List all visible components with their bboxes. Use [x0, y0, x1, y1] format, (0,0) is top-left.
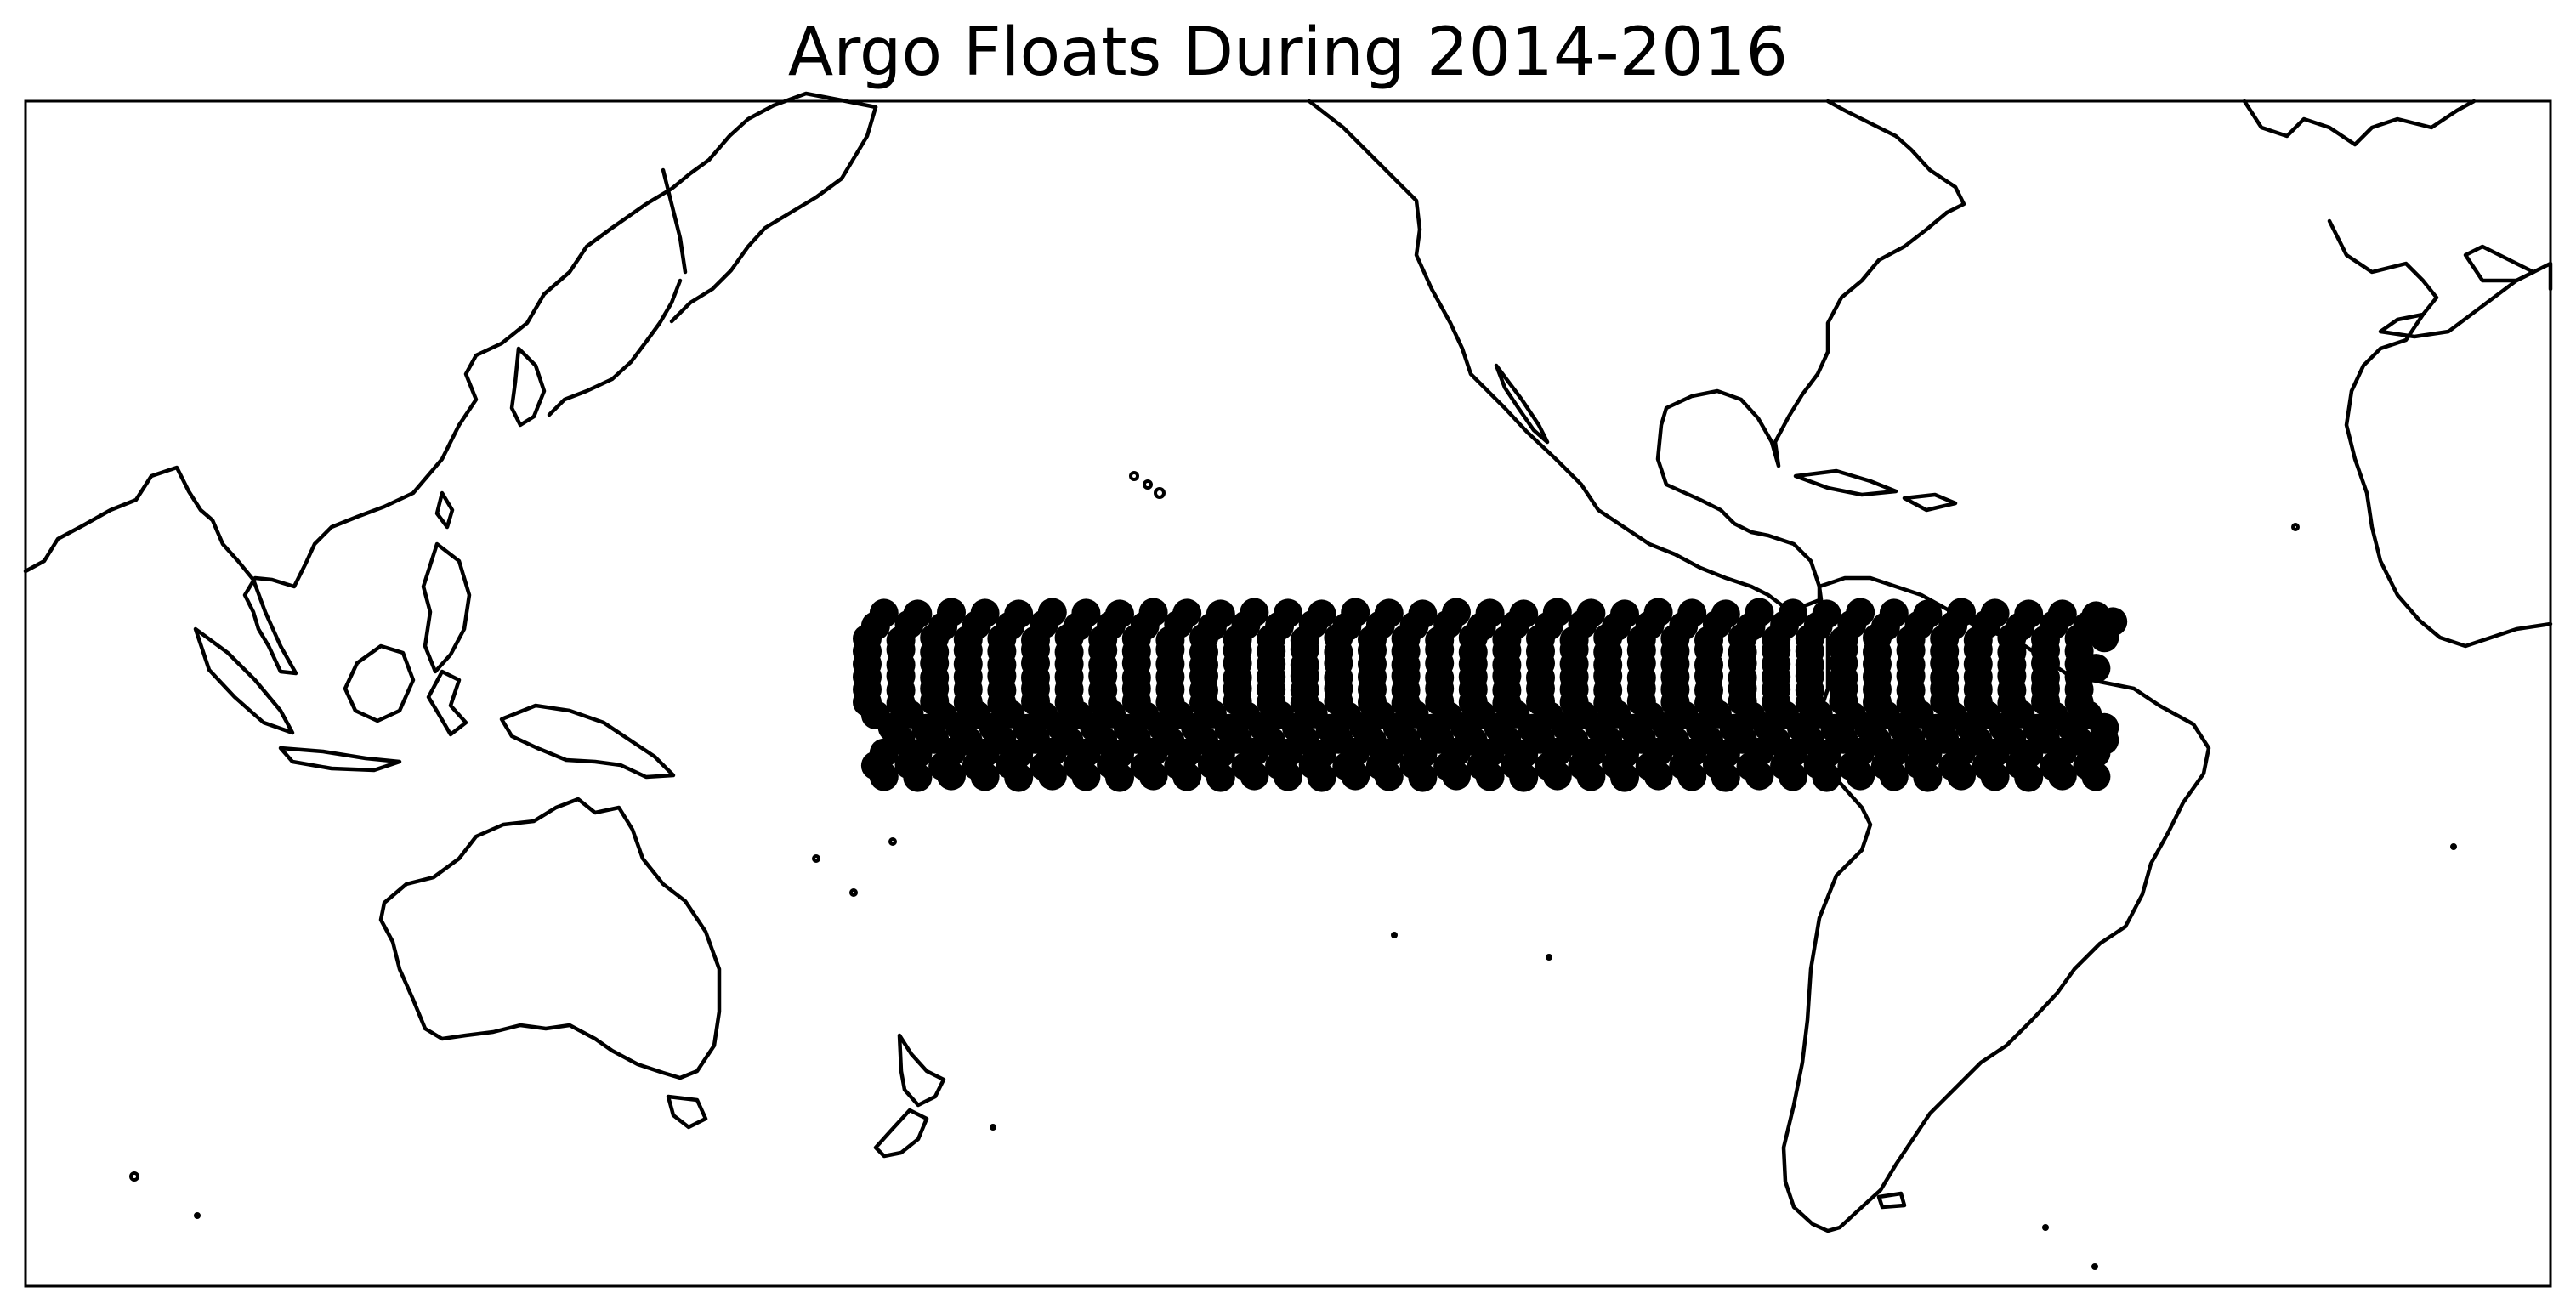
argo-float-point [1442, 761, 1471, 791]
island-polynesia [1391, 932, 1398, 938]
coast-sulawesi [426, 669, 468, 737]
coast-tasmania [666, 1094, 708, 1130]
argo-float-point [1980, 762, 2010, 791]
argo-float-point [903, 763, 933, 792]
argo-float-point [2014, 763, 2044, 792]
island-atlantic [2291, 523, 2300, 531]
argo-float-point [2047, 761, 2077, 791]
argo-float-point [1105, 763, 1134, 792]
coast-philippines [421, 490, 472, 674]
argo-float-point [1274, 762, 1302, 791]
coast-australia [378, 797, 722, 1080]
island-atlantic [2450, 843, 2457, 850]
coast-africa [2344, 312, 2553, 649]
island-southern [990, 1124, 996, 1131]
island-hawaii [1143, 479, 1153, 490]
argo-float-point [1542, 761, 1572, 791]
coast-asia [23, 91, 878, 676]
argo-float-point [1206, 763, 1235, 792]
argo-float-points [853, 598, 2128, 792]
argo-float-point [869, 762, 899, 791]
argo-float-point [1004, 763, 1034, 792]
coast-falklands [1876, 1191, 1907, 1210]
argo-float-point [970, 762, 1000, 791]
argo-float-point [937, 761, 966, 791]
coast-japan [547, 167, 688, 417]
argo-float-point [1610, 763, 1639, 792]
coast-caribbean [1793, 468, 1958, 513]
island-tonga [888, 837, 897, 846]
island-polynesia [1546, 954, 1552, 961]
coast-new-guinea [499, 703, 676, 780]
argo-float-point [1779, 762, 1807, 791]
argo-float-point [1071, 762, 1101, 791]
argo-float-point [1408, 763, 1438, 792]
argo-float-point [1947, 761, 1976, 791]
coast-europe [2327, 218, 2553, 339]
argo-float-point [1037, 761, 1067, 791]
coast-britain [2463, 244, 2536, 283]
island-hawaii [1129, 471, 1139, 481]
argo-float-point [1711, 763, 1740, 792]
argo-float-point [1576, 762, 1606, 791]
coast-baja [1494, 363, 1550, 445]
island-southern [2091, 1263, 2098, 1270]
coast-borneo [343, 643, 416, 723]
coast-new-zealand [873, 1033, 946, 1159]
island-fiji [812, 854, 820, 863]
argo-float-point [1509, 763, 1539, 792]
coast-greenland [2242, 99, 2477, 147]
argo-float-point [1172, 762, 1202, 791]
argo-float-point [2081, 762, 2111, 791]
island-atlantic [2042, 1224, 2049, 1231]
argo-float-point [2090, 623, 2119, 653]
coast-canada-east [1825, 99, 1966, 215]
argo-float-point [1240, 761, 1269, 791]
argo-float-point [1846, 761, 1875, 791]
argo-float-point [1913, 763, 1943, 792]
argo-float-point [1677, 762, 1707, 791]
map-title: Argo Floats During 2014-2016 [787, 14, 1789, 91]
argo-float-point [1341, 761, 1370, 791]
island-samoa [849, 888, 858, 897]
map-frame [24, 99, 2552, 1288]
argo-float-point [1138, 761, 1168, 791]
island-southern [194, 1212, 201, 1219]
island-hawaii [1154, 487, 1166, 499]
coast-north-america-west [1307, 99, 1822, 611]
argo-float-point [1307, 763, 1336, 792]
pacific-islands [129, 471, 2457, 1270]
coast-korea [509, 346, 547, 428]
argo-float-point [1879, 762, 1909, 791]
coast-gulf-east [1655, 210, 1949, 589]
coast-sumatra-java [193, 626, 402, 773]
coastlines [23, 91, 2553, 1233]
argo-float-point [1374, 762, 1404, 791]
argo-float-point [1745, 761, 1774, 791]
argo-float-point [1812, 763, 1841, 792]
argo-float-point [1475, 762, 1505, 791]
coast-kamchatka [669, 105, 878, 324]
argo-float-point [1643, 761, 1673, 791]
island-southern [129, 1171, 139, 1182]
